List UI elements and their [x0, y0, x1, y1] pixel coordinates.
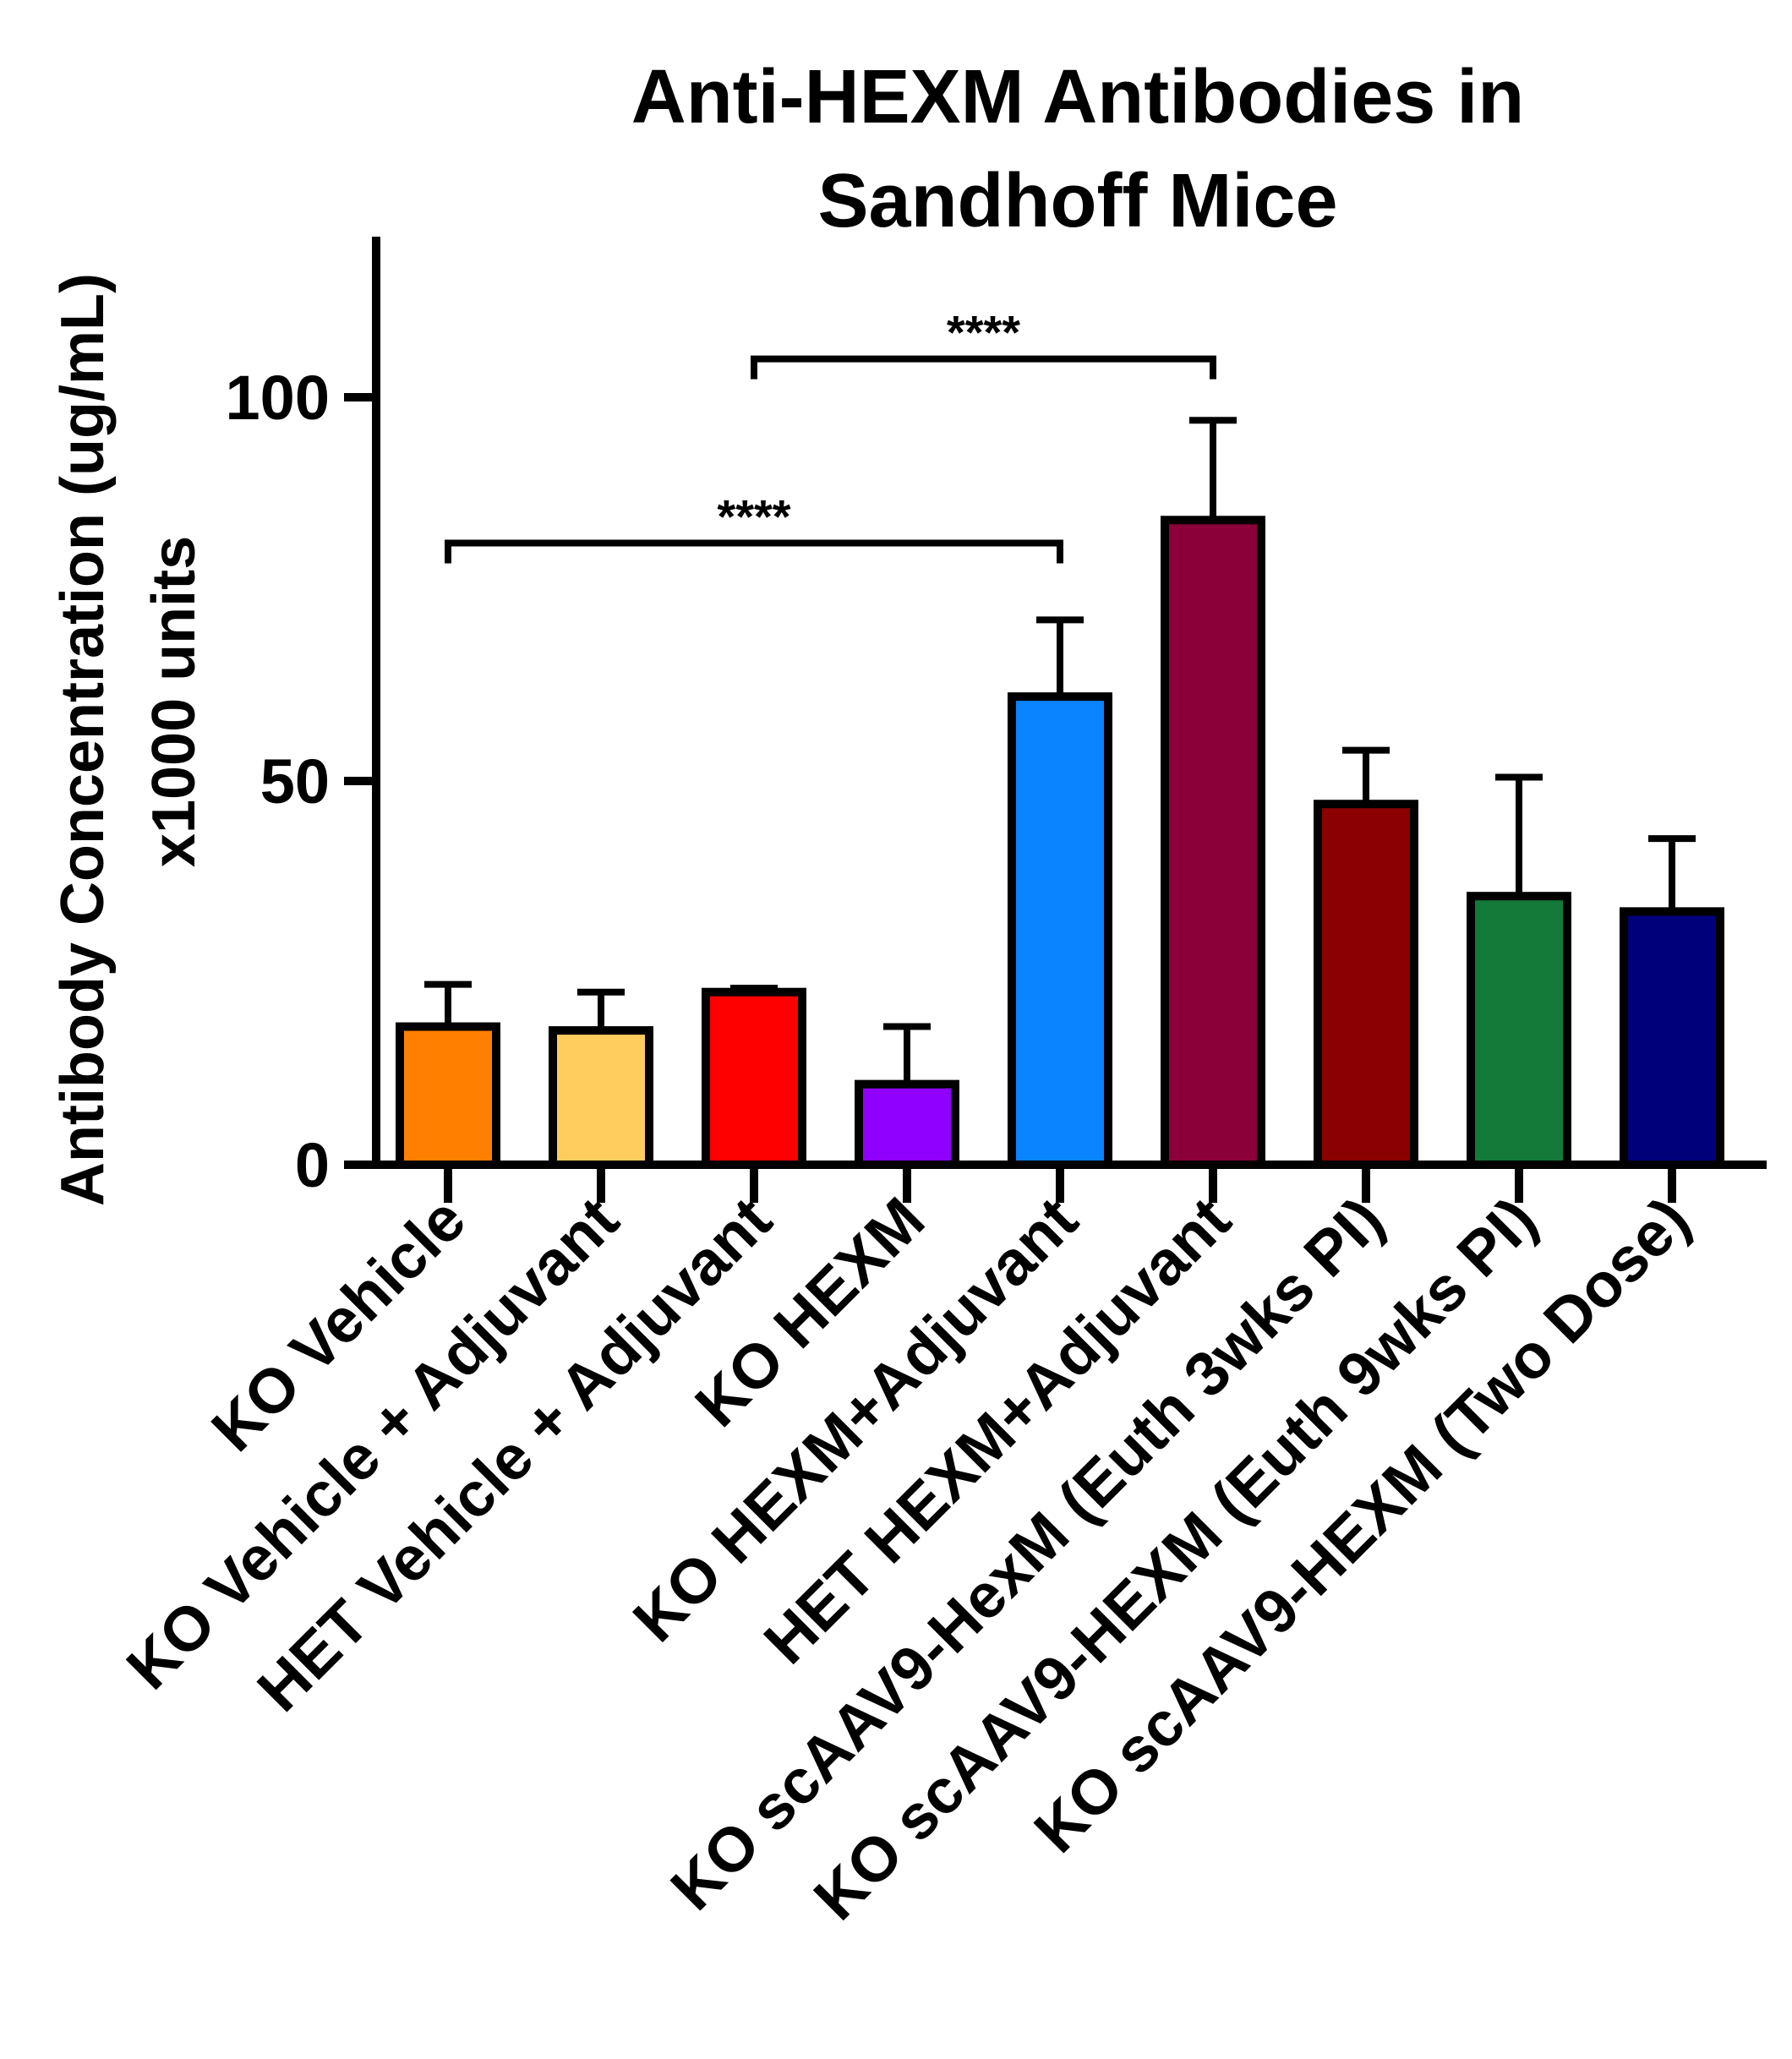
significance-brackets: **** ****	[445, 306, 1216, 564]
bar	[1620, 907, 1724, 1169]
bar	[855, 1079, 959, 1170]
y-axis-label-line-2: x1000 units	[140, 536, 208, 867]
bar	[1161, 516, 1265, 1169]
chart-title-line-2: Sandhoff Mice	[817, 159, 1337, 243]
significance-label: ****	[717, 490, 790, 543]
significance-bracket	[445, 539, 1063, 564]
significance-bracket	[751, 355, 1216, 380]
axes	[372, 237, 1767, 1203]
significance-label: ****	[947, 306, 1020, 359]
chart-title: Anti-HEXM Antibodies in Sandhoff Mice	[631, 55, 1525, 243]
bar	[549, 1026, 653, 1169]
y-tick-label: 0	[295, 1130, 330, 1200]
y-axis-label: Antibody Concentration (ug/mL) x1000 uni…	[49, 273, 208, 1206]
bar	[396, 1022, 500, 1170]
bar	[1314, 800, 1418, 1169]
y-axis-ticks: 0 50 100	[226, 363, 376, 1200]
error-bars	[424, 417, 1696, 1084]
bar	[1467, 892, 1571, 1169]
y-tick-label: 100	[226, 363, 330, 433]
y-axis-label-line-1: Antibody Concentration (ug/mL)	[49, 273, 117, 1206]
bar	[1008, 692, 1112, 1169]
y-tick-label: 50	[260, 746, 330, 816]
bars	[396, 516, 1724, 1170]
chart-title-line-1: Anti-HEXM Antibodies in	[631, 55, 1525, 139]
bar	[702, 987, 806, 1169]
